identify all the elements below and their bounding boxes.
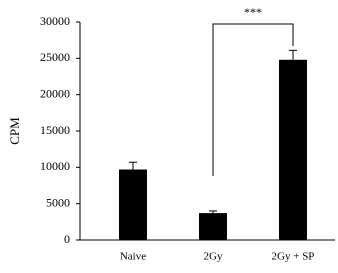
bar (119, 169, 147, 240)
bar (279, 59, 307, 240)
y-tick-label: 15000 (40, 123, 70, 137)
significance-label: *** (244, 5, 262, 19)
x-tick-label: Naive (120, 251, 146, 263)
y-tick-label: 25000 (40, 50, 70, 64)
x-tick-label: 2Gy (204, 251, 223, 263)
significance-bracket (212, 23, 294, 176)
y-tick-label: 10000 (40, 159, 70, 173)
x-tick-label: 2Gy + SP (272, 251, 315, 263)
y-tick-label: 5000 (46, 195, 70, 209)
y-axis-label: CPM (7, 117, 22, 145)
y-tick-label: 30000 (40, 14, 70, 28)
y-tick-label: 0 (64, 232, 70, 246)
y-tick-label: 20000 (40, 86, 70, 100)
bar (199, 213, 227, 240)
